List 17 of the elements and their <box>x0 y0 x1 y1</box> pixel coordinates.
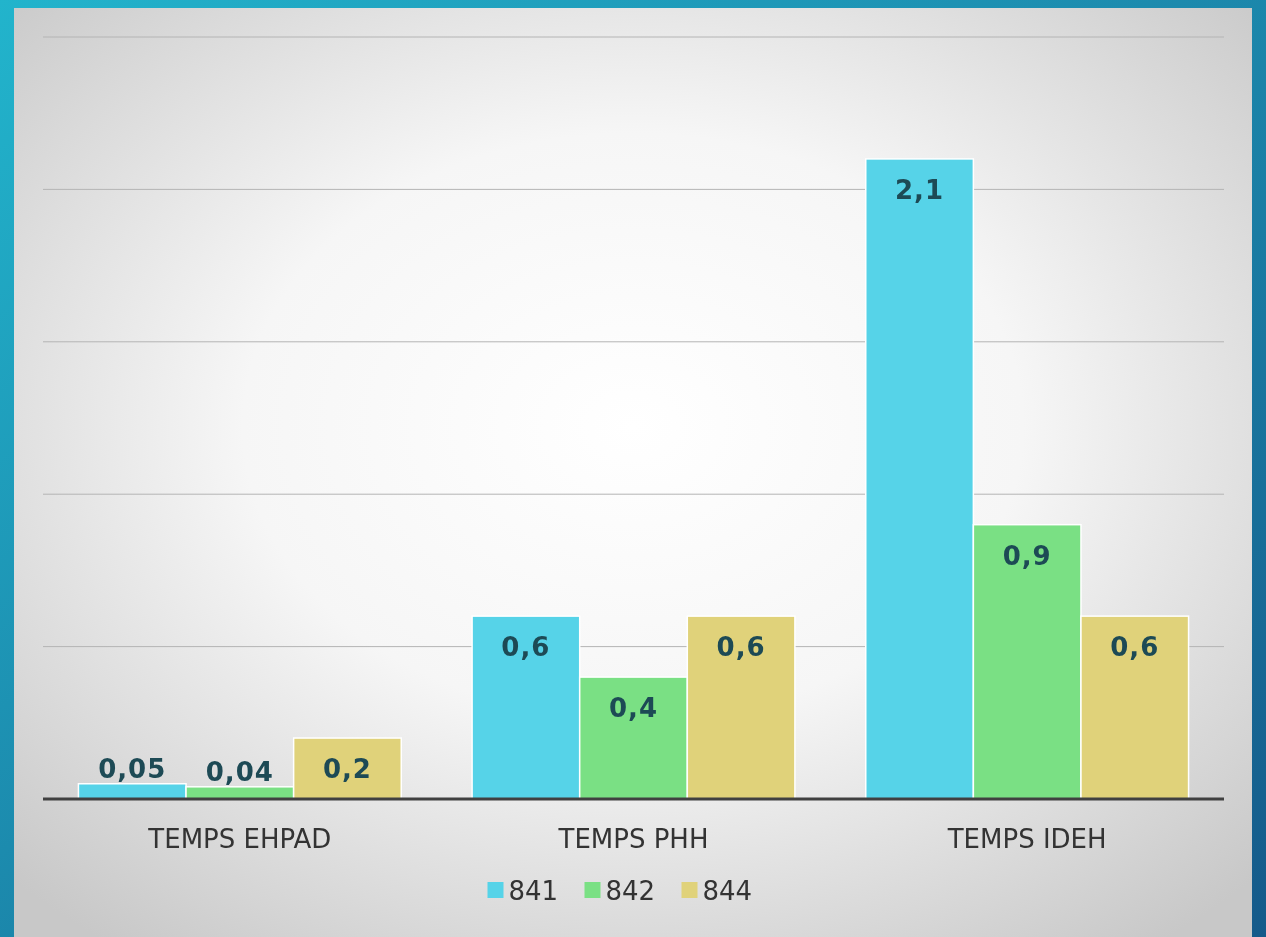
data-label: 0,9 <box>1002 540 1052 571</box>
data-label: 0,05 <box>98 753 167 784</box>
data-label: 0,2 <box>322 754 372 785</box>
data-label: 0,6 <box>716 632 766 663</box>
legend-label: 842 <box>605 876 656 906</box>
legend-label: 844 <box>702 876 753 906</box>
x-tick-label: TEMPS PHH <box>557 824 709 854</box>
data-label: 0,6 <box>501 632 551 663</box>
legend-key: 842 <box>584 876 656 906</box>
legend-key: 844 <box>681 876 753 906</box>
legend-key: 841 <box>487 876 559 906</box>
x-tick-label: TEMPS EHPAD <box>147 824 332 854</box>
data-label: 2,1 <box>895 174 945 205</box>
data-label: 0,04 <box>205 756 274 787</box>
data-label: 0,6 <box>1110 632 1160 663</box>
x-tick-label: TEMPS IDEH <box>946 824 1107 854</box>
data-label: 0,4 <box>608 693 659 724</box>
